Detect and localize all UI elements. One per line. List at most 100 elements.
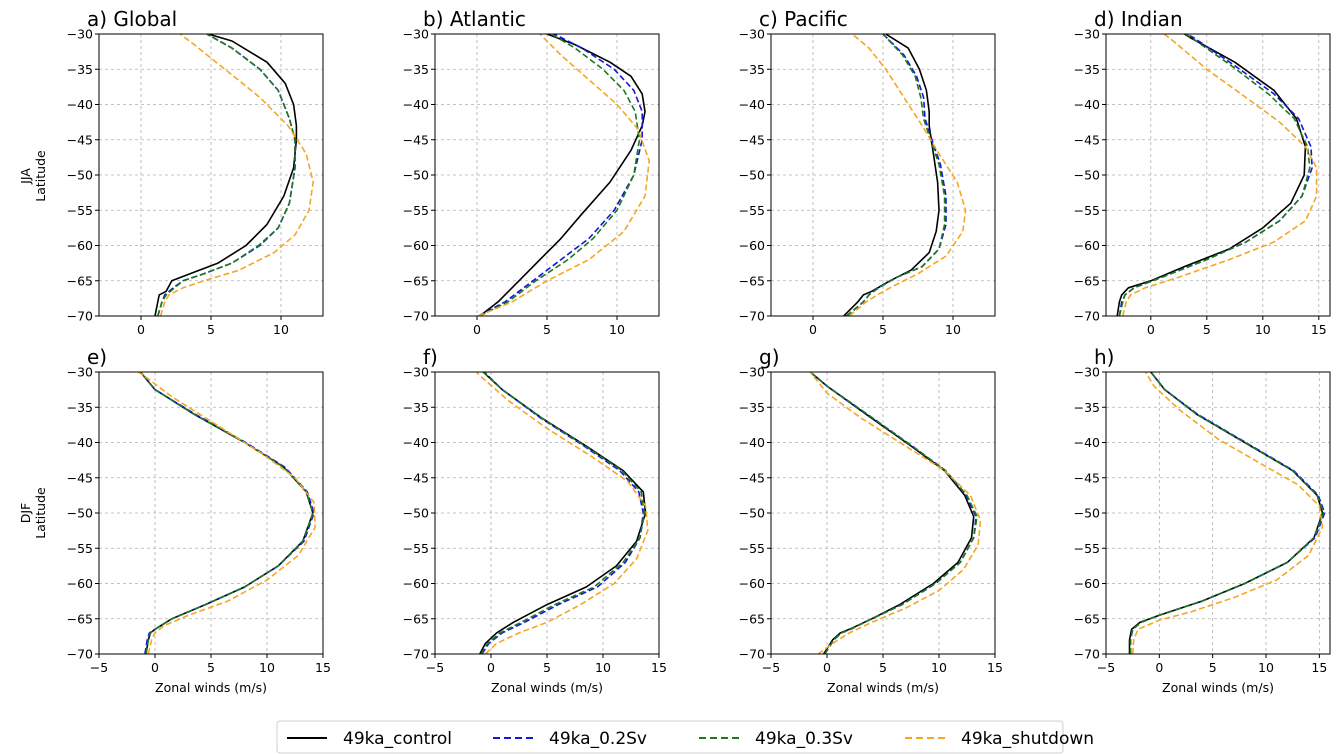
- y-tick-label: −40: [67, 97, 93, 112]
- y-tick-label: −45: [67, 132, 93, 147]
- x-tick-label: −5: [90, 660, 108, 675]
- y-tick-label: −30: [739, 27, 765, 42]
- panel-8: −30−35−40−45−50−55−60−65−70−5 0 5 10 15h)Zon…: [1074, 345, 1331, 695]
- x-axis-label: Zonal winds (m/s): [155, 680, 267, 695]
- y-tick-label: −55: [1074, 541, 1100, 556]
- panel-title: e): [87, 345, 107, 369]
- x-axis-label: Zonal winds (m/s): [1162, 680, 1274, 695]
- series-line-49ka_0.3Sv: [1129, 372, 1325, 654]
- x-tick-label: 5: [207, 660, 215, 675]
- x-tick-label: 0: [823, 660, 831, 675]
- x-tick-label: 10: [1258, 660, 1274, 675]
- y-tick-label: −40: [403, 97, 429, 112]
- x-tick-label: −5: [762, 660, 780, 675]
- series-line-49ka_0.3Sv: [809, 372, 978, 654]
- y-tick-label: −60: [67, 576, 93, 591]
- x-tick-label: 0: [809, 322, 817, 337]
- y-tick-label: −60: [1074, 238, 1100, 253]
- x-tick-label: 5: [543, 660, 551, 675]
- x-tick-label: 5: [1209, 660, 1217, 675]
- y-tick-label: −30: [67, 365, 93, 380]
- x-tick-label: 0: [487, 660, 495, 675]
- x-tick-label: 15: [651, 660, 667, 675]
- y-tick-label: −70: [67, 647, 93, 662]
- legend-label-49ka_shutdown: 49ka_shutdown: [961, 729, 1094, 749]
- series-line-49ka_0.3Sv: [846, 34, 946, 316]
- panel-title: a) Global: [87, 7, 177, 31]
- panel-title: c) Pacific: [759, 7, 848, 31]
- series-line-49ka_0.3Sv: [157, 34, 296, 316]
- series-line-49ka_0.3Sv: [1118, 34, 1311, 316]
- y-tick-label: −35: [739, 62, 765, 77]
- y-tick-label: −60: [403, 576, 429, 591]
- panel-4: −30 −35 −40 −45 −50 −55 −60 −65 −70 0 5 10 15 d) Indi…: [1074, 7, 1331, 337]
- panels: −30−35−40−45−50−55−60−65−700 5 10a) Global…: [67, 7, 1331, 695]
- y-tick-label: −70: [1074, 647, 1100, 662]
- y-tick-label: −40: [739, 435, 765, 450]
- x-tick-label: 10: [931, 660, 947, 675]
- y-tick-label: −30: [67, 27, 93, 42]
- x-tick-label: 5: [543, 322, 551, 337]
- legend-box: [276, 720, 1064, 754]
- x-tick-label: 5: [879, 322, 887, 337]
- x-tick-label: 5: [1203, 322, 1211, 337]
- row-label-djf: DJFLatitude: [18, 487, 48, 539]
- y-tick-label: −60: [1074, 576, 1100, 591]
- x-tick-label: 15: [987, 660, 1003, 675]
- y-tick-label: −45: [67, 470, 93, 485]
- y-tick-label: −55: [403, 203, 429, 218]
- legend-label-49ka_0.2Sv: 49ka_0.2Sv: [549, 729, 647, 749]
- y-tick-label: −70: [403, 647, 429, 662]
- x-tick-label: 10: [273, 322, 289, 337]
- series-line-49ka_shutdown: [1122, 34, 1318, 316]
- y-tick-label: −35: [739, 400, 765, 415]
- y-tick-label: −70: [67, 309, 93, 324]
- panel-title: h): [1094, 345, 1114, 369]
- y-tick-label: −50: [403, 506, 429, 521]
- axes-frame: [1105, 33, 1331, 317]
- x-tick-label: 10: [945, 322, 961, 337]
- y-tick-label: −55: [67, 541, 93, 556]
- y-tick-label: −45: [739, 470, 765, 485]
- y-tick-label: −50: [1074, 168, 1100, 183]
- series-line-49ka_control: [479, 34, 646, 316]
- y-tick-label: −40: [67, 435, 93, 450]
- y-tick-label: −65: [403, 273, 429, 288]
- row-label-jja: JJALatitude: [18, 150, 48, 202]
- y-tick-label: −55: [403, 541, 429, 556]
- y-tick-label: −35: [403, 62, 429, 77]
- series-line-49ka_shutdown: [809, 372, 982, 654]
- y-tick-label: −65: [67, 611, 93, 626]
- y-tick-label: −65: [739, 273, 765, 288]
- series-line-49ka_shutdown: [848, 34, 967, 316]
- y-tick-label: −35: [1074, 400, 1100, 415]
- series-line-49ka_0.3Sv: [139, 372, 314, 654]
- y-tick-label: −55: [1074, 203, 1100, 218]
- y-tick-label: −70: [739, 647, 765, 662]
- x-axis-label: Zonal winds (m/s): [491, 680, 603, 695]
- y-tick-label: −50: [403, 168, 429, 183]
- panel-5: −30−35−40−45−50−55−60−65−70−5 0 5 10 15e)Zon…: [67, 345, 331, 695]
- y-tick-label: −55: [739, 203, 765, 218]
- series-line-49ka_shutdown: [1131, 372, 1324, 654]
- y-tick-label: −40: [1074, 97, 1100, 112]
- x-tick-label: 0: [1147, 322, 1155, 337]
- y-tick-label: −50: [67, 168, 93, 183]
- x-tick-label: 15: [315, 660, 331, 675]
- x-tick-label: 0: [473, 322, 481, 337]
- y-tick-label: −50: [739, 168, 765, 183]
- legend-label-49ka_control: 49ka_control: [343, 729, 452, 749]
- series-line-49ka_shutdown: [159, 34, 314, 316]
- x-tick-label: 0: [151, 660, 159, 675]
- y-tick-label: −35: [403, 400, 429, 415]
- y-tick-label: −30: [739, 365, 765, 380]
- y-tick-label: −30: [403, 27, 429, 42]
- y-tick-label: −55: [739, 541, 765, 556]
- y-tick-label: −70: [403, 309, 429, 324]
- axes-frame: [1105, 371, 1331, 655]
- x-tick-label: 10: [1255, 322, 1271, 337]
- panel-7: −30−35−40−45−50−55−60−65−70−5 0 5 10 15g)Zon…: [739, 345, 1003, 695]
- x-tick-label: 15: [1311, 660, 1327, 675]
- y-tick-label: −40: [403, 435, 429, 450]
